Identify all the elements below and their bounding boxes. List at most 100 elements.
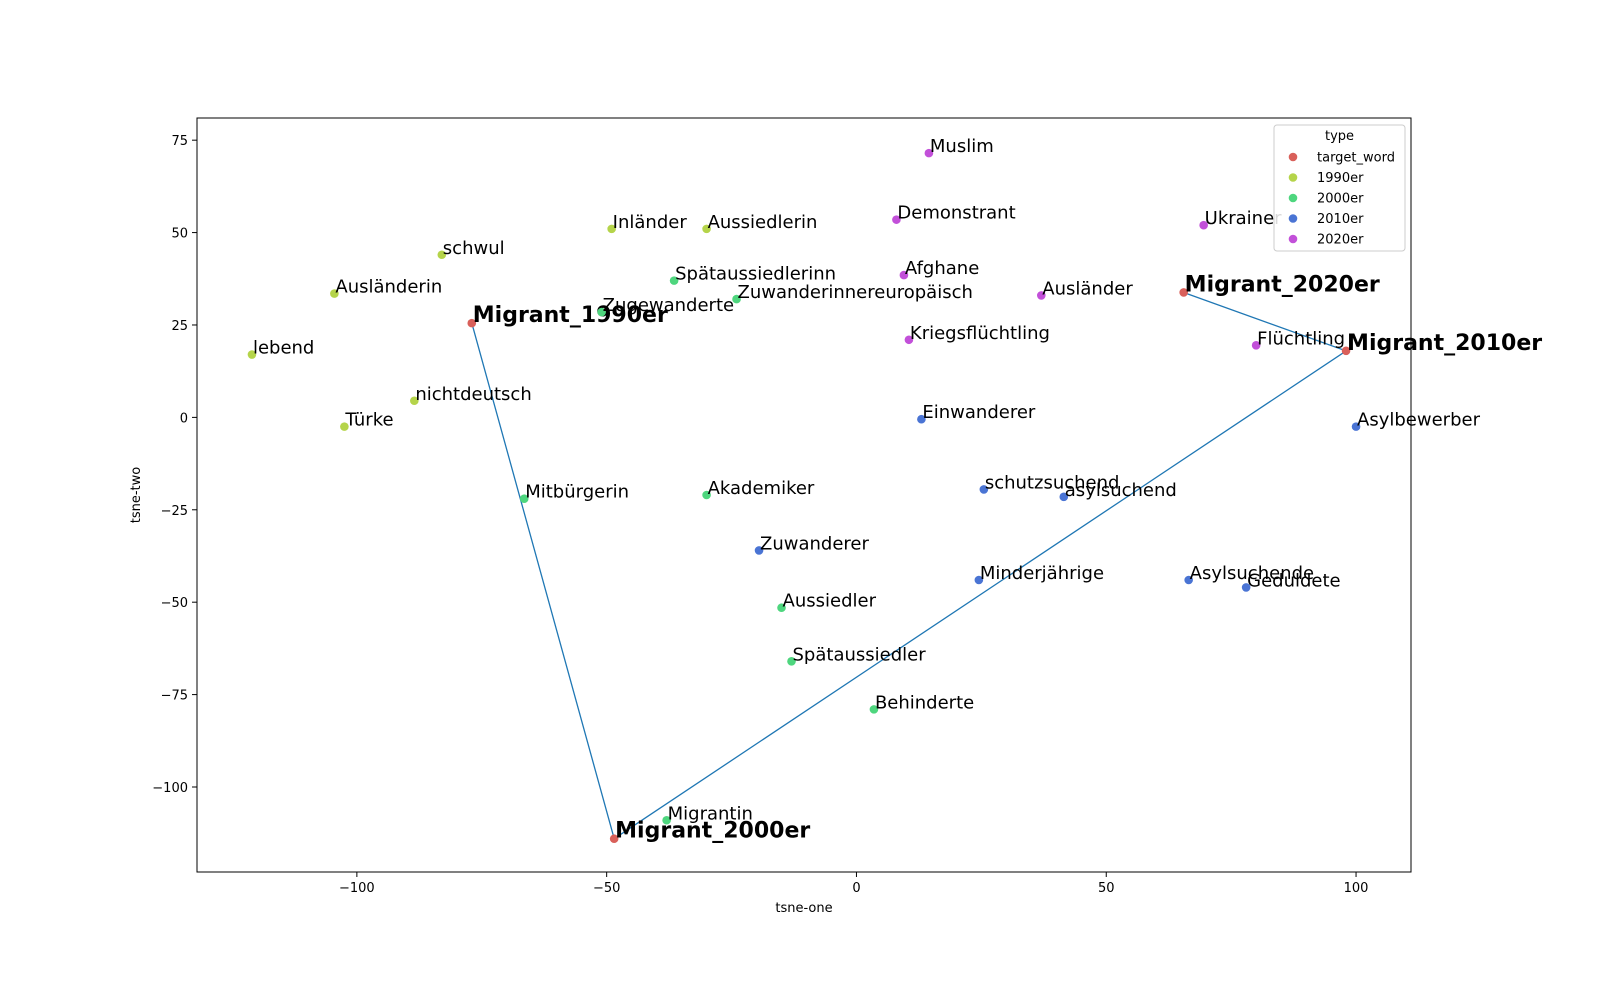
trajectory-line	[471, 291, 1348, 840]
point-2000er	[662, 815, 671, 825]
x-tick-label: 0	[852, 881, 860, 896]
x-tick-label: −50	[593, 881, 620, 896]
word-label: Inländer	[613, 212, 688, 233]
word-label: schutzsuchend	[985, 472, 1120, 493]
legend-marker	[1288, 193, 1298, 203]
word-label: Geduldete	[1247, 570, 1341, 591]
point-2000er	[869, 705, 879, 714]
target-word-label: Migrant_2010er	[1347, 331, 1542, 356]
point-2010er	[974, 575, 984, 585]
word-label: Muslim	[930, 136, 994, 157]
word-label: Afghane	[905, 258, 979, 279]
y-tick-label: 50	[171, 227, 188, 242]
word-label: Zuwanderer	[760, 533, 869, 554]
word-label: Demonstrant	[897, 203, 1015, 224]
legend-marker	[1288, 214, 1298, 223]
y-tick-label: 75	[171, 134, 188, 149]
word-label: nichtdeutsch	[415, 384, 531, 405]
word-label: Spätaussiedler	[793, 644, 927, 665]
y-tick-label: −25	[161, 504, 188, 519]
word-label: Ausländerin	[335, 277, 442, 298]
x-tick-label: 100	[1344, 881, 1369, 896]
x-axis-label: tsne-one	[775, 901, 832, 916]
word-label: Kriegsflüchtling	[910, 323, 1050, 344]
legend-marker	[1288, 152, 1298, 162]
point-target_word	[467, 318, 477, 328]
y-axis-label: tsne-two	[129, 467, 144, 524]
point-1990er	[247, 350, 257, 359]
word-label: Türke	[344, 410, 393, 431]
legend-entry: 2010er	[1317, 212, 1364, 227]
word-label: Aussiedlerin	[708, 212, 818, 233]
word-label: Aussiedler	[783, 591, 877, 612]
point-2020er	[892, 215, 901, 224]
word-label: Spätaussiedlerinn	[675, 264, 836, 285]
point-target_word	[1179, 288, 1188, 297]
point-2010er	[979, 485, 989, 494]
point-2000er	[597, 307, 606, 317]
point-1990er	[437, 250, 447, 260]
x-tick-label: 50	[1098, 881, 1115, 896]
point-2020er	[1251, 341, 1261, 350]
target-word-label: Migrant_2000er	[615, 819, 810, 844]
point-2000er	[777, 603, 786, 613]
word-label: asylsuchend	[1065, 480, 1177, 501]
legend-marker	[1288, 234, 1298, 244]
legend-entry: 1990er	[1317, 171, 1364, 186]
plot-frame	[196, 117, 1412, 873]
y-tick-label: 25	[171, 319, 188, 334]
legend-box	[1273, 124, 1406, 252]
point-2020er	[1199, 220, 1208, 230]
point-2000er	[669, 276, 679, 285]
word-label: Flüchtling	[1257, 328, 1345, 349]
legend-entry: 2020er	[1317, 233, 1364, 248]
target-word-label: Migrant_1990er	[473, 303, 668, 328]
point-2010er	[1241, 583, 1251, 592]
point-2010er	[1351, 422, 1361, 431]
point-1990er	[702, 224, 711, 234]
point-2010er	[754, 546, 764, 555]
point-2020er	[1037, 291, 1046, 300]
y-tick-label: −50	[161, 596, 188, 611]
word-label: Asylbewerber	[1357, 410, 1481, 431]
legend-entry: 2000er	[1317, 192, 1364, 207]
point-2020er	[924, 148, 934, 158]
word-label: Ausländer	[1042, 278, 1133, 299]
x-tick-label: −100	[339, 881, 375, 896]
point-2020er	[899, 270, 909, 280]
point-target_word	[609, 834, 619, 844]
point-1990er	[607, 224, 616, 234]
word-label: Migrantin	[668, 803, 753, 824]
y-tick-label: 0	[180, 411, 188, 426]
word-label: schwul	[443, 238, 505, 259]
word-label: Minderjährige	[980, 563, 1104, 584]
word-label: Einwanderer	[922, 402, 1036, 423]
point-1990er	[410, 396, 419, 406]
point-target_word	[1341, 346, 1351, 356]
word-label: Asylsuchende	[1190, 563, 1314, 584]
target-word-label: Migrant_2020er	[1185, 272, 1380, 297]
word-label: lebend	[253, 338, 314, 359]
point-2020er	[904, 335, 914, 345]
word-label: Mitbürgerin	[525, 482, 629, 503]
point-2010er	[1184, 575, 1193, 585]
y-tick-label: −100	[152, 781, 188, 796]
legend-title: type	[1325, 129, 1354, 144]
point-1990er	[340, 422, 349, 431]
y-tick-label: −75	[161, 689, 188, 704]
word-label: Behinderte	[875, 692, 974, 713]
word-label: Akademiker	[708, 478, 815, 499]
legend-entry: target_word	[1317, 151, 1395, 166]
point-2010er	[1059, 492, 1069, 502]
point-1990er	[330, 289, 339, 298]
word-label: Zugewanderte	[603, 295, 734, 316]
word-label: Ukrainer	[1205, 208, 1283, 229]
legend-marker	[1288, 173, 1298, 182]
point-2000er	[732, 294, 741, 304]
point-2000er	[519, 494, 529, 503]
word-label: Zuwanderinnereuropäisch	[738, 282, 973, 303]
point-2010er	[917, 414, 926, 424]
point-2000er	[787, 657, 796, 666]
point-2000er	[702, 490, 711, 500]
